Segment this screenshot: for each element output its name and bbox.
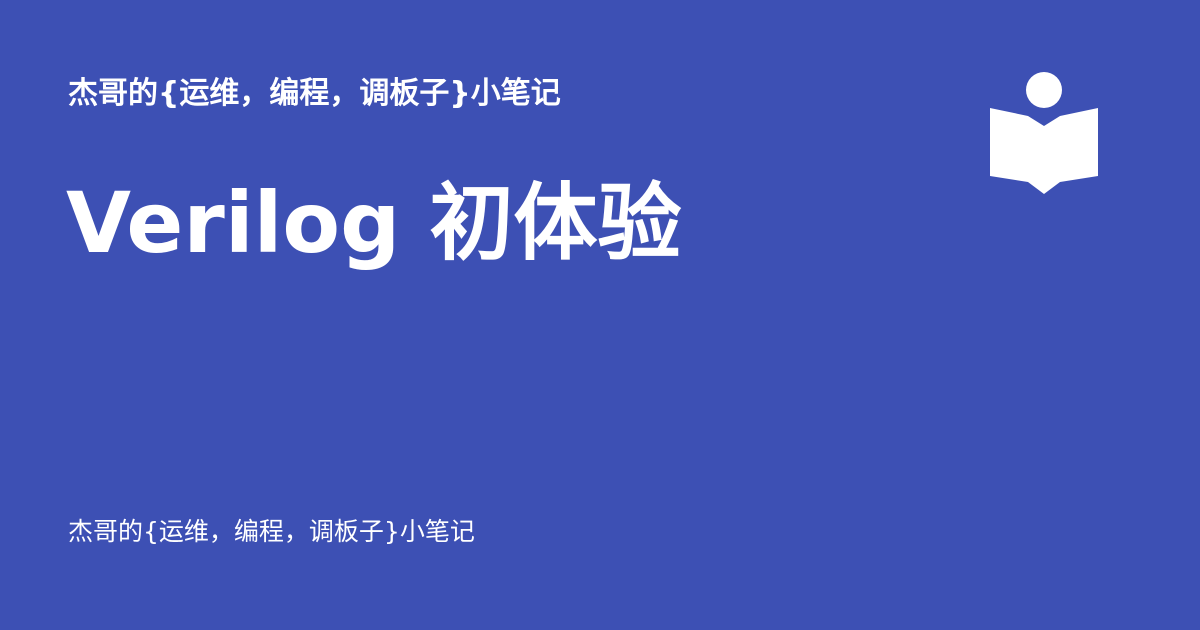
- site-title-header: 杰哥的{运维，编程，调板子}小笔记: [68, 76, 561, 111]
- reading-book-icon: [988, 70, 1100, 198]
- page-title: Verilog 初体验: [66, 174, 682, 272]
- site-title-footer: 杰哥的{运维，编程，调板子}小笔记: [68, 517, 475, 546]
